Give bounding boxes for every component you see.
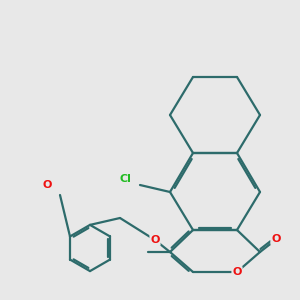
Text: O: O: [271, 234, 280, 244]
Text: O: O: [150, 235, 160, 245]
Text: O: O: [232, 267, 242, 277]
Text: O: O: [42, 180, 52, 190]
Text: Cl: Cl: [119, 173, 131, 184]
